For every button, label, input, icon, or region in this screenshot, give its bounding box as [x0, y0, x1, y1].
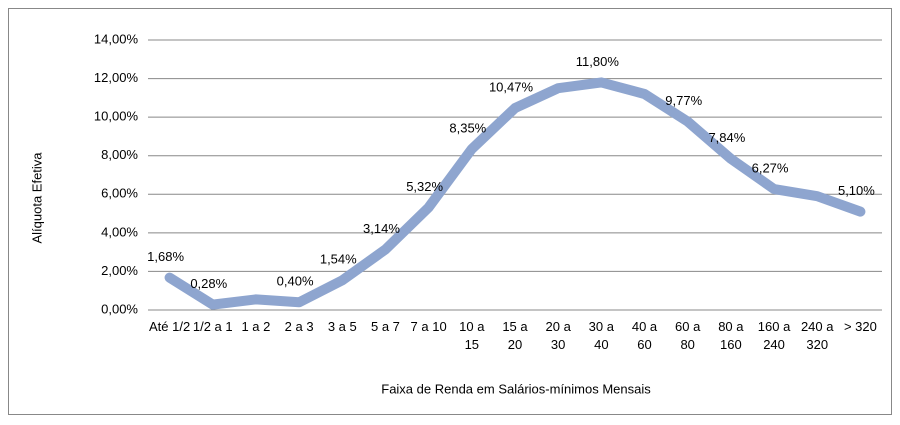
y-tick-label: 2,00%	[101, 263, 138, 278]
x-tick-label: 15 a 20	[502, 319, 528, 352]
x-tick-label: > 320	[843, 319, 877, 334]
data-label: 5,32%	[406, 179, 443, 194]
x-tick-label: 10 a 15	[459, 319, 485, 352]
data-label: 0,28%	[190, 276, 227, 291]
x-tick-label: 1/2 a 1	[192, 319, 233, 334]
x-tick-label: 80 a 160	[718, 319, 744, 352]
data-label: 9,77%	[665, 93, 702, 108]
y-axis-title: Alíquota Efetiva	[29, 152, 44, 244]
y-tick-label: 12,00%	[94, 70, 139, 85]
data-label: 10,47%	[489, 80, 534, 95]
x-tick-label: 20 a 30	[545, 319, 571, 352]
y-tick-label: 8,00%	[101, 147, 138, 162]
x-tick-label: 160 a 240	[757, 319, 791, 352]
data-label: 3,14%	[363, 221, 400, 236]
y-tick-label: 14,00%	[94, 31, 139, 46]
x-tick-label: 40 a 60	[631, 319, 658, 352]
data-label: 5,10%	[838, 183, 875, 198]
y-tick-label: 6,00%	[101, 186, 138, 201]
data-label: 11,80%	[576, 54, 620, 69]
y-tick-label: 4,00%	[101, 224, 138, 239]
data-label: 1,54%	[320, 252, 357, 267]
x-tick-label: 3 a 5	[327, 319, 357, 334]
data-label: 8,35%	[449, 120, 486, 135]
data-label: 7,84%	[708, 130, 745, 145]
data-label: 1,68%	[147, 249, 184, 264]
x-tick-label: 7 a 10	[410, 319, 447, 334]
x-tick-label: 60 a 80	[675, 319, 701, 352]
y-tick-label: 0,00%	[101, 301, 138, 316]
x-tick-label: Até 1/2	[148, 319, 191, 334]
x-tick-label: 240 a 320	[800, 319, 834, 352]
data-label: 0,40%	[277, 274, 314, 289]
data-line	[164, 77, 866, 310]
x-axis-title: Faixa de Renda em Salários-mínimos Mensa…	[381, 381, 651, 396]
data-label: 6,27%	[752, 161, 789, 176]
x-tick-label: 30 a 40	[588, 319, 614, 352]
x-tick-label: 2 a 3	[284, 319, 314, 334]
x-tick-label: 1 a 2	[241, 319, 271, 334]
chart-border	[8, 8, 892, 415]
x-tick-label: 5 a 7	[371, 319, 400, 334]
y-tick-label: 10,00%	[94, 109, 139, 124]
